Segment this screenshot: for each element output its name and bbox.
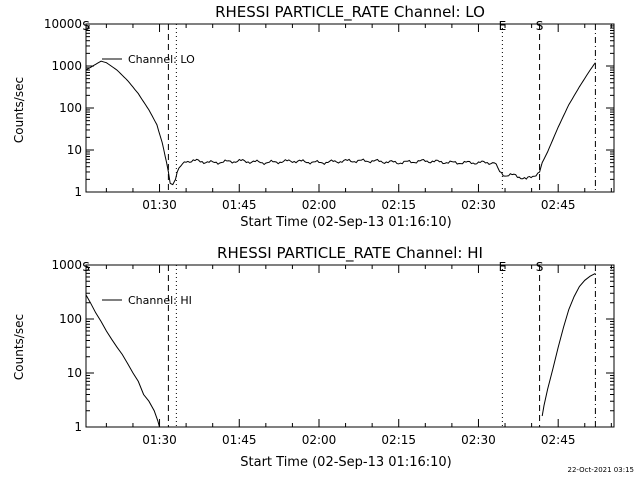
hi-marker-label: S <box>536 260 544 274</box>
hi-ytick-label: 1000 <box>51 258 82 272</box>
panel-lo: RHESSI PARTICLE_RATE Channel: LO Start T… <box>12 3 615 230</box>
lo-ytick-label: 1000 <box>51 59 82 73</box>
panel-lo-title: RHESSI PARTICLE_RATE Channel: LO <box>215 3 485 22</box>
panel-lo-xlabel: Start Time (02-Sep-13 01:16:10) <box>240 215 451 230</box>
hi-xtick-label: 01:30 <box>142 433 177 447</box>
hi-xtick-label: 02:00 <box>302 433 337 447</box>
lo-legend-label: Channel: LO <box>128 53 195 66</box>
hi-ytick-label: 10 <box>67 366 82 380</box>
hi-ytick-label: 100 <box>59 312 82 326</box>
hi-marker-label: E <box>499 260 507 274</box>
lo-xtick-label: 02:00 <box>302 198 337 212</box>
lo-ytick-label: 1 <box>74 185 82 199</box>
panel-hi-frame <box>85 264 615 428</box>
panel-hi-title: RHESSI PARTICLE_RATE Channel: HI <box>217 244 483 263</box>
hi-legend-label: Channel: HI <box>128 294 192 307</box>
lo-marker-label: E <box>499 19 507 33</box>
panel-hi-plot-area: 1 10 100 1000 01:30 01:45 02:00 02:15 02:30 02:45… <box>51 258 614 447</box>
hi-marker-label: S <box>82 260 90 274</box>
panel-hi-xlabel: Start Time (02-Sep-13 01:16:10) <box>240 455 451 470</box>
lo-xtick-label: 02:15 <box>381 198 416 212</box>
hi-xtick-label: 02:45 <box>541 433 576 447</box>
lo-ytick-label: 10 <box>67 143 82 157</box>
lo-series-line <box>85 60 596 186</box>
lo-marker-label: S <box>536 19 544 33</box>
hi-xtick-label: 01:45 <box>222 433 257 447</box>
lo-ytick-label: 100 <box>59 101 82 115</box>
hi-series-line <box>85 294 160 428</box>
hi-xtick-label: 02:30 <box>461 433 496 447</box>
hi-series-line <box>541 272 596 417</box>
panel-hi-ylabel: Counts/sec <box>12 314 26 380</box>
panel-lo-plot-area: 1 10 100 1000 10000 01:30 01:45 02:00 02:15 02:30… <box>44 17 614 212</box>
panel-hi: RHESSI PARTICLE_RATE Channel: HI Start T… <box>12 244 615 470</box>
footer-timestamp: 22-Oct-2021 03:15 <box>567 466 634 474</box>
lo-xtick-label: 01:45 <box>222 198 257 212</box>
lo-marker-label: S <box>82 19 90 33</box>
panel-lo-frame <box>85 23 615 193</box>
lo-xtick-label: 01:30 <box>142 198 177 212</box>
lo-ytick-label: 10000 <box>44 17 82 31</box>
lo-xtick-label: 02:30 <box>461 198 496 212</box>
hi-ytick-label: 1 <box>74 420 82 434</box>
hi-xtick-label: 02:15 <box>381 433 416 447</box>
panel-lo-ylabel: Counts/sec <box>12 77 26 143</box>
lo-xtick-label: 02:45 <box>541 198 576 212</box>
